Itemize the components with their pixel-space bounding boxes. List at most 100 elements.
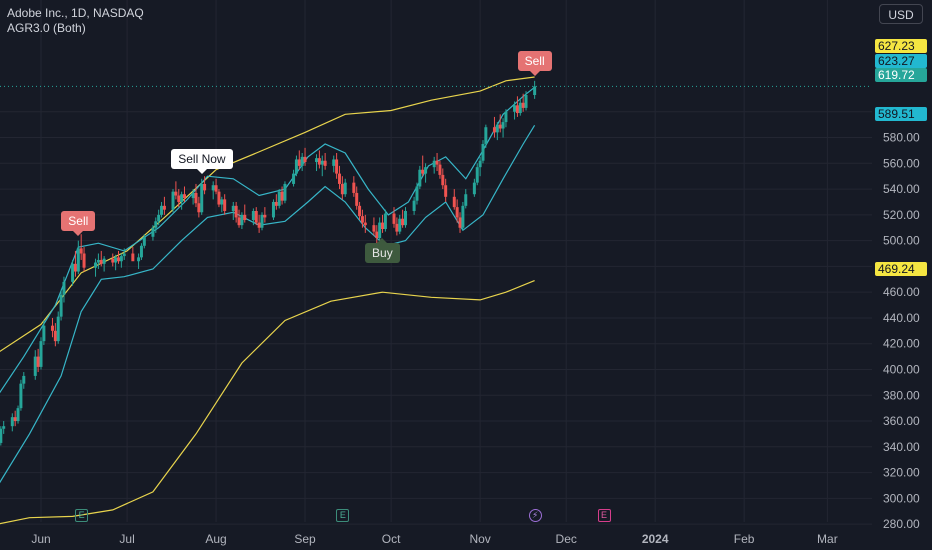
candle (455, 199, 459, 223)
candle-body (435, 160, 439, 165)
candle-body (71, 263, 75, 282)
candle-body (421, 169, 425, 174)
candle (36, 348, 40, 373)
candle (421, 155, 425, 177)
candle (263, 207, 267, 223)
candle-body (323, 160, 327, 166)
candle-body (191, 192, 195, 199)
candle-body (154, 221, 158, 228)
candle (96, 253, 100, 269)
band-outer_lower (0, 280, 535, 525)
candle-body (96, 259, 100, 263)
indicator-title[interactable]: AGR3.0 (Both) (7, 21, 86, 35)
candle-body (111, 258, 115, 263)
candle-body (444, 185, 448, 197)
candle-body (73, 263, 77, 272)
candle-body (102, 258, 106, 264)
earnings-event-icon[interactable]: E (336, 509, 350, 522)
candle (162, 196, 166, 215)
candle-body (50, 325, 54, 331)
candle (251, 208, 255, 226)
time-axis[interactable]: Jun Jul Aug Sep Oct Nov Dec 2024 Feb Mar (31, 532, 837, 546)
candle-body (335, 159, 339, 174)
symbol-title[interactable]: Adobe Inc., 1D, NASDAQ (7, 6, 144, 20)
candle-body (484, 127, 488, 144)
candle-body (478, 160, 482, 168)
candle (412, 196, 416, 215)
chart-legend[interactable]: Adobe Inc., 1D, NASDAQ AGR3.0 (Both) (7, 6, 144, 36)
candle-body (412, 200, 416, 211)
candle-body (177, 195, 181, 202)
candle (515, 96, 519, 117)
signal-sellnow[interactable]: Sell Now (171, 148, 233, 174)
candle (438, 160, 442, 179)
candle-body (183, 194, 186, 199)
candle (94, 258, 98, 277)
candle (217, 189, 221, 208)
dividend-event-icon[interactable]: ⚡ (528, 509, 542, 522)
y-tick-label: 340.00 (883, 440, 920, 454)
candle-body (217, 191, 221, 205)
candle (240, 212, 244, 230)
candle (464, 189, 468, 209)
y-tick-label: 360.00 (883, 414, 920, 428)
candle-body (142, 236, 146, 246)
candle (154, 217, 158, 233)
candle (504, 109, 508, 128)
y-tick-label: 520.00 (883, 208, 920, 222)
candle (452, 189, 456, 210)
candle-body (200, 183, 204, 213)
candle (352, 176, 356, 197)
candle (303, 147, 307, 166)
candle-body (372, 225, 376, 232)
candle (343, 178, 347, 197)
candle-body (352, 182, 356, 193)
candle-body (337, 173, 341, 184)
candle-body (303, 156, 307, 163)
candle-body (355, 192, 359, 206)
price-tag: 469.24 (875, 262, 927, 276)
candle (495, 122, 499, 141)
candle (424, 163, 428, 183)
candle (418, 165, 422, 190)
currency-button[interactable]: USD (879, 4, 923, 24)
candle (139, 243, 143, 260)
x-tick-label: Jul (119, 532, 134, 546)
earnings-event-icon[interactable]: E (75, 509, 89, 522)
candle-body (492, 127, 496, 133)
candle (484, 124, 488, 148)
signal-sell[interactable]: Sell (517, 50, 552, 76)
candle (71, 259, 75, 286)
split-event-icon[interactable]: E (597, 509, 611, 522)
candle-body (524, 95, 528, 108)
signal-buy[interactable]: Buy (365, 237, 400, 263)
indicator-bands (0, 76, 536, 525)
candle-body (2, 426, 6, 429)
candle (300, 152, 304, 172)
candle (398, 214, 402, 235)
candle-body (257, 222, 261, 228)
candle (13, 410, 17, 427)
x-tick-label: Oct (382, 532, 401, 546)
candle (317, 150, 321, 169)
candle (435, 152, 439, 172)
candle (82, 247, 86, 272)
candle-body (260, 214, 264, 228)
signal-sell[interactable]: Sell (61, 210, 96, 236)
candle-body (398, 218, 402, 232)
candle-body (292, 173, 296, 184)
candle-body (472, 182, 476, 195)
y-tick-label: 400.00 (883, 362, 920, 376)
candle (131, 247, 135, 262)
candle (174, 181, 178, 200)
candle-body (237, 217, 241, 226)
candle (501, 118, 505, 138)
candle (220, 196, 224, 213)
candle-body (317, 158, 321, 165)
y-tick-label: 280.00 (883, 517, 920, 531)
candle (274, 194, 278, 210)
candle-body (114, 257, 118, 263)
y-tick-label: 460.00 (883, 285, 920, 299)
candle-body (381, 222, 385, 230)
